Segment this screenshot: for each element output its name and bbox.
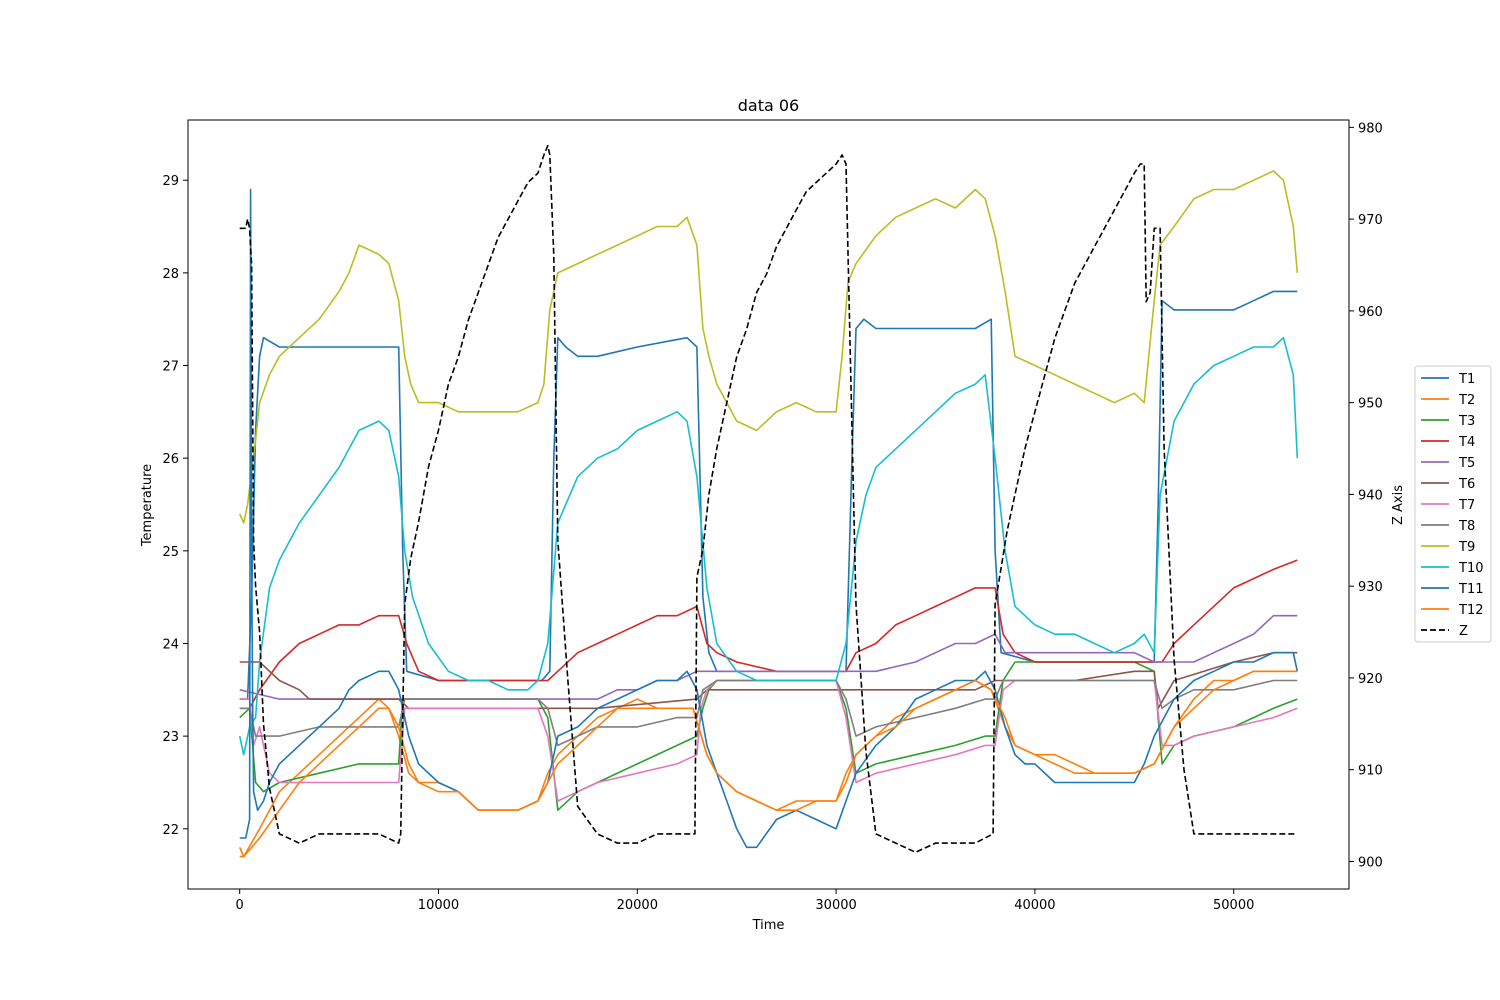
legend-label-t11: T11 bbox=[1458, 582, 1483, 597]
legend-box bbox=[1414, 365, 1492, 643]
y-tick-label: 24 bbox=[162, 637, 179, 652]
y-tick-label: 25 bbox=[162, 545, 179, 560]
legend-label-t8: T8 bbox=[1458, 519, 1475, 534]
y-tick-label: 28 bbox=[162, 267, 179, 282]
legend-label-t12: T12 bbox=[1458, 603, 1483, 618]
y2-axis-label: Z Axis bbox=[1391, 485, 1406, 525]
series-line-z bbox=[239, 144, 1298, 854]
legend-label-t9: T9 bbox=[1458, 540, 1475, 555]
x-tick-label: 10000 bbox=[418, 898, 459, 913]
legend-label-t5: T5 bbox=[1458, 456, 1475, 471]
y2-tick-label: 940 bbox=[1358, 488, 1383, 503]
y-tick-label: 26 bbox=[162, 452, 179, 467]
y-axis-right: 900 910 920 930 940 950 960 970 980 bbox=[1349, 121, 1383, 870]
x-tick-label: 40000 bbox=[1014, 898, 1055, 913]
legend-label-t2: T2 bbox=[1458, 393, 1475, 408]
x-tick-label: 50000 bbox=[1213, 898, 1254, 913]
y2-tick-label: 900 bbox=[1358, 855, 1383, 870]
legend-label-t3: T3 bbox=[1458, 414, 1475, 429]
y2-tick-label: 920 bbox=[1358, 672, 1383, 687]
x-tick-label: 0 bbox=[236, 898, 244, 913]
series-line-t8 bbox=[239, 679, 1298, 747]
series-line-t5 bbox=[239, 614, 1298, 700]
series-line-t11 bbox=[239, 188, 1299, 849]
series-line-t12 bbox=[239, 670, 1298, 858]
y-tick-label: 22 bbox=[162, 823, 179, 838]
y2-tick-label: 980 bbox=[1358, 121, 1383, 136]
legend-label-t7: T7 bbox=[1458, 498, 1475, 513]
plot-frame bbox=[187, 119, 1350, 890]
series-line-t4 bbox=[239, 559, 1298, 710]
y-tick-label: 23 bbox=[162, 730, 179, 745]
y2-tick-label: 910 bbox=[1358, 764, 1383, 779]
x-axis: 0 10000 20000 30000 40000 50000 bbox=[236, 889, 1254, 913]
legend-label-t10: T10 bbox=[1458, 561, 1483, 576]
y-tick-label: 29 bbox=[162, 174, 179, 189]
x-tick-label: 30000 bbox=[815, 898, 856, 913]
y-axis-label: Temperature bbox=[140, 464, 155, 547]
legend: T1 T2 T3 T4 T5 T6 T7 T8 T9 T10 T11 T12 Z bbox=[1414, 365, 1492, 643]
legend-label-t1: T1 bbox=[1458, 372, 1475, 387]
y2-tick-label: 950 bbox=[1358, 397, 1383, 412]
legend-label-z: Z bbox=[1459, 624, 1468, 639]
y2-tick-label: 970 bbox=[1358, 213, 1383, 228]
series-line-t1 bbox=[239, 290, 1298, 700]
x-axis-label: Time bbox=[752, 918, 785, 933]
legend-label-t6: T6 bbox=[1458, 477, 1475, 492]
legend-label-t4: T4 bbox=[1458, 435, 1475, 450]
y2-tick-label: 960 bbox=[1358, 305, 1383, 320]
y2-tick-label: 930 bbox=[1358, 580, 1383, 595]
series-line-t9 bbox=[238, 170, 1299, 524]
y-tick-label: 27 bbox=[162, 360, 179, 375]
chart-title: data 06 bbox=[738, 96, 799, 115]
plot-area bbox=[238, 144, 1299, 858]
series-line-t10 bbox=[238, 336, 1299, 756]
x-tick-label: 20000 bbox=[617, 898, 658, 913]
y-axis-left: 22 23 24 25 26 27 28 29 bbox=[162, 174, 188, 838]
